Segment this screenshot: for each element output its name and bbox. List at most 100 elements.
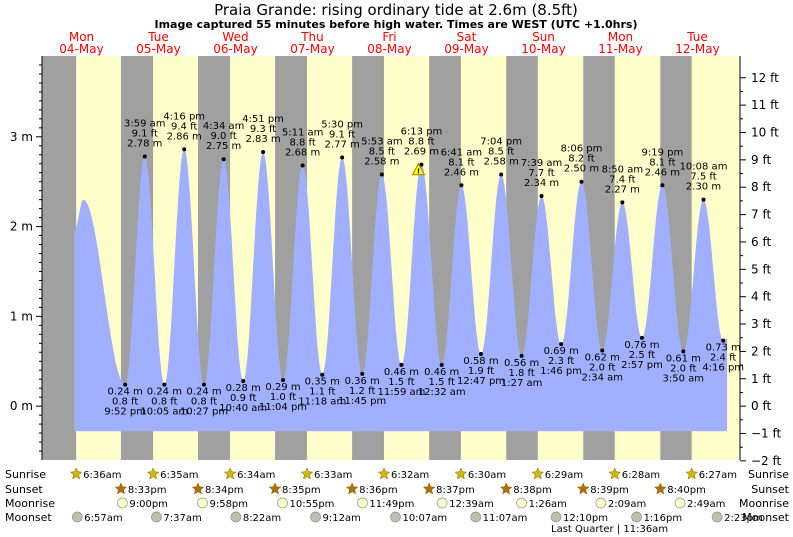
left-axis-tick-label: 3 m: [10, 130, 33, 144]
low-tide-point: [202, 382, 207, 387]
moonrise-icon: [436, 497, 448, 509]
moonset-row-label-right: Moonset: [742, 511, 789, 524]
right-axis-tick-label: 2 ft: [751, 344, 771, 358]
low-tide-label: 0.24 m: [108, 387, 143, 398]
high-tide-point: [221, 157, 226, 162]
high-tide-label: 2.78 m: [127, 139, 162, 150]
day-name: Sun: [532, 30, 555, 44]
low-tide-label: 11:04 pm: [259, 402, 307, 413]
high-tide-label: 10:08 am: [680, 162, 728, 173]
high-tide-label: 4:16 pm: [163, 111, 205, 122]
high-tide-label: 8.8 ft: [289, 138, 315, 149]
low-tide-point: [681, 349, 686, 354]
low-tide-label: 0.8 ft: [191, 397, 217, 408]
high-tide-point: [579, 179, 584, 184]
sunrise-icon: [377, 467, 391, 480]
low-tide-label: 11:59 am: [378, 387, 426, 398]
low-tide-label: 1.2 ft: [349, 386, 375, 397]
low-tide-label: 0.24 m: [147, 387, 182, 398]
low-tide-point: [600, 348, 605, 353]
low-tide-point: [399, 362, 404, 367]
high-tide-label: 5:53 am: [361, 137, 403, 148]
day-date: 04-May: [59, 42, 103, 56]
low-tide-label: 9:52 pm: [104, 407, 146, 418]
left-axis-tick-label: 2 m: [10, 220, 33, 234]
low-tide-label: 0.56 m: [504, 358, 539, 369]
moonrise-time: 2:09am: [608, 499, 646, 510]
high-tide-label: 2.86 m: [167, 131, 202, 142]
low-tide-label: 1.9 ft: [468, 366, 494, 377]
sunrise-icon: [531, 467, 545, 480]
low-tide-label: 0.73 m: [706, 343, 741, 354]
chart-subtitle: Image captured 55 minutes before high wa…: [155, 18, 638, 31]
day-name: Thu: [300, 30, 324, 44]
sunset-time: 8:40pm: [667, 485, 706, 496]
moonset-time: 11:07am: [483, 513, 528, 524]
day-name: Mon: [608, 30, 633, 44]
right-axis-tick-label: 9 ft: [751, 153, 771, 167]
low-tide-label: 0.8 ft: [151, 397, 177, 408]
moonrise-time: 10:55pm: [290, 499, 335, 510]
day-date: 12-May: [675, 42, 719, 56]
sunrise-icon: [146, 467, 160, 480]
left-axis-tick-label: 0 m: [10, 399, 33, 413]
high-tide-point: [300, 163, 305, 168]
low-tide-label: 2:57 pm: [621, 360, 663, 371]
sunrise-icon: [608, 467, 622, 480]
sunset-time: 8:37pm: [436, 485, 475, 496]
moonset-time: 2:23pm: [724, 513, 763, 524]
high-tide-point: [660, 183, 665, 188]
moonset-time: 7:37am: [163, 513, 201, 524]
low-tide-label: 11:45 pm: [338, 396, 386, 407]
current-time-marker-glyph: !: [417, 168, 420, 176]
low-tide-point: [241, 378, 246, 383]
high-tide-point: [340, 155, 345, 160]
moonset-icon: [631, 511, 642, 523]
sunset-row-label-right: Sunset: [751, 483, 789, 496]
high-tide-label: 5:30 pm: [321, 119, 363, 130]
right-axis-tick-label: 11 ft: [751, 98, 779, 112]
high-tide-point: [620, 200, 625, 205]
left-axis-tick-label: 1 m: [10, 309, 33, 323]
low-tide-label: 10:27 pm: [180, 407, 228, 418]
moonrise-icon: [277, 497, 288, 509]
low-tide-label: 2.5 ft: [629, 350, 655, 361]
high-tide-point: [419, 162, 424, 167]
day-date: 05-May: [136, 42, 180, 56]
sunrise-time: 6:29am: [545, 470, 583, 481]
day-labels: Mon04-MayTue05-MayWed06-MayThu07-MayFri0…: [59, 30, 719, 56]
sunset-icon: [422, 482, 436, 495]
sunset-time: 8:33pm: [128, 485, 167, 496]
low-tide-point: [320, 372, 325, 377]
low-tide-label: 2.3 ft: [548, 356, 574, 367]
low-tide-label: 0.28 m: [226, 383, 261, 394]
high-tide-label: 4:51 pm: [242, 114, 284, 125]
high-tide-label: 8:06 pm: [561, 144, 603, 155]
high-tide-label: 2.50 m: [564, 164, 599, 175]
high-tide-point: [459, 183, 464, 188]
moonset-time: 12:10pm: [563, 513, 608, 524]
low-tide-point: [162, 382, 167, 387]
tide-area: [74, 149, 728, 432]
low-tide-label: 2:34 am: [581, 372, 623, 383]
low-tide-label: 1.0 ft: [270, 392, 296, 403]
low-tide-label: 0.24 m: [186, 387, 221, 398]
right-axis-tick-label: −2 ft: [751, 454, 782, 468]
sunrise-icon: [223, 467, 237, 480]
moonrise-icon: [357, 497, 368, 509]
moonrise-icon: [516, 497, 527, 509]
low-tide-label: 0.58 m: [463, 356, 498, 367]
moonrise-time: 2:49am: [687, 499, 725, 510]
right-axis-tick-label: 6 ft: [751, 235, 771, 249]
moonrise-icon: [197, 497, 208, 509]
moonset-icon: [390, 511, 401, 523]
moonrise-time: 9:00pm: [129, 499, 168, 510]
low-tide-label: 4:16 pm: [702, 363, 744, 374]
low-tide-label: 0.9 ft: [230, 393, 256, 404]
sunset-icon: [191, 482, 205, 495]
moonrise-row-label-left: Moonrise: [5, 497, 55, 510]
high-tide-label: 6:13 pm: [401, 127, 443, 138]
moonrise-time: 9:58pm: [209, 499, 248, 510]
day-date: 10-May: [521, 42, 565, 56]
